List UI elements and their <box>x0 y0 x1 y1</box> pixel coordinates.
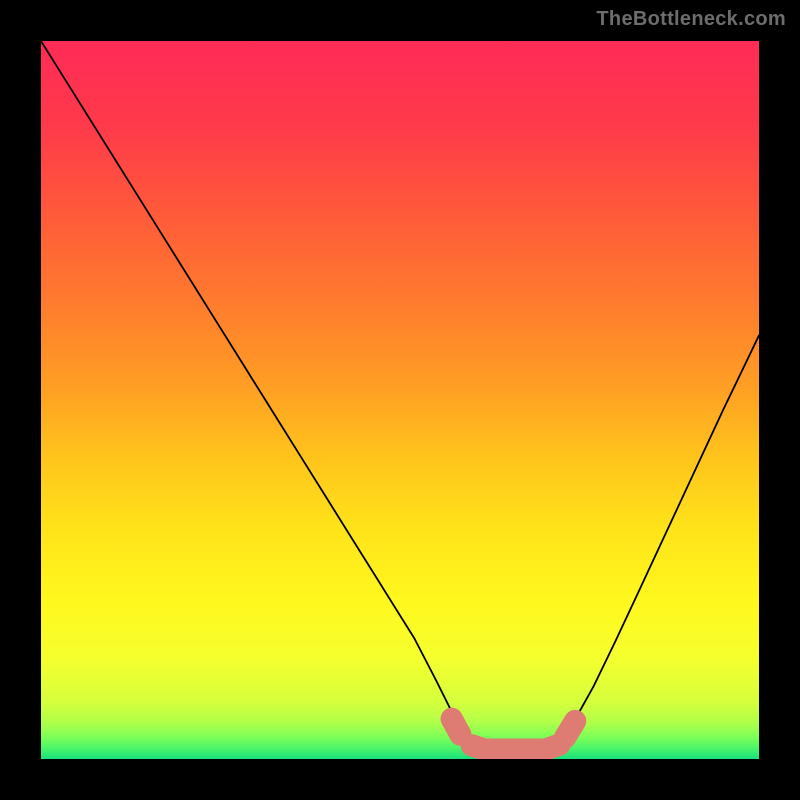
gradient-background <box>41 41 759 759</box>
chart-frame: TheBottleneck.com <box>0 0 800 800</box>
watermark-text: TheBottleneck.com <box>596 8 786 31</box>
bottleneck-curve-plot <box>41 41 759 759</box>
plot-svg <box>41 41 759 759</box>
